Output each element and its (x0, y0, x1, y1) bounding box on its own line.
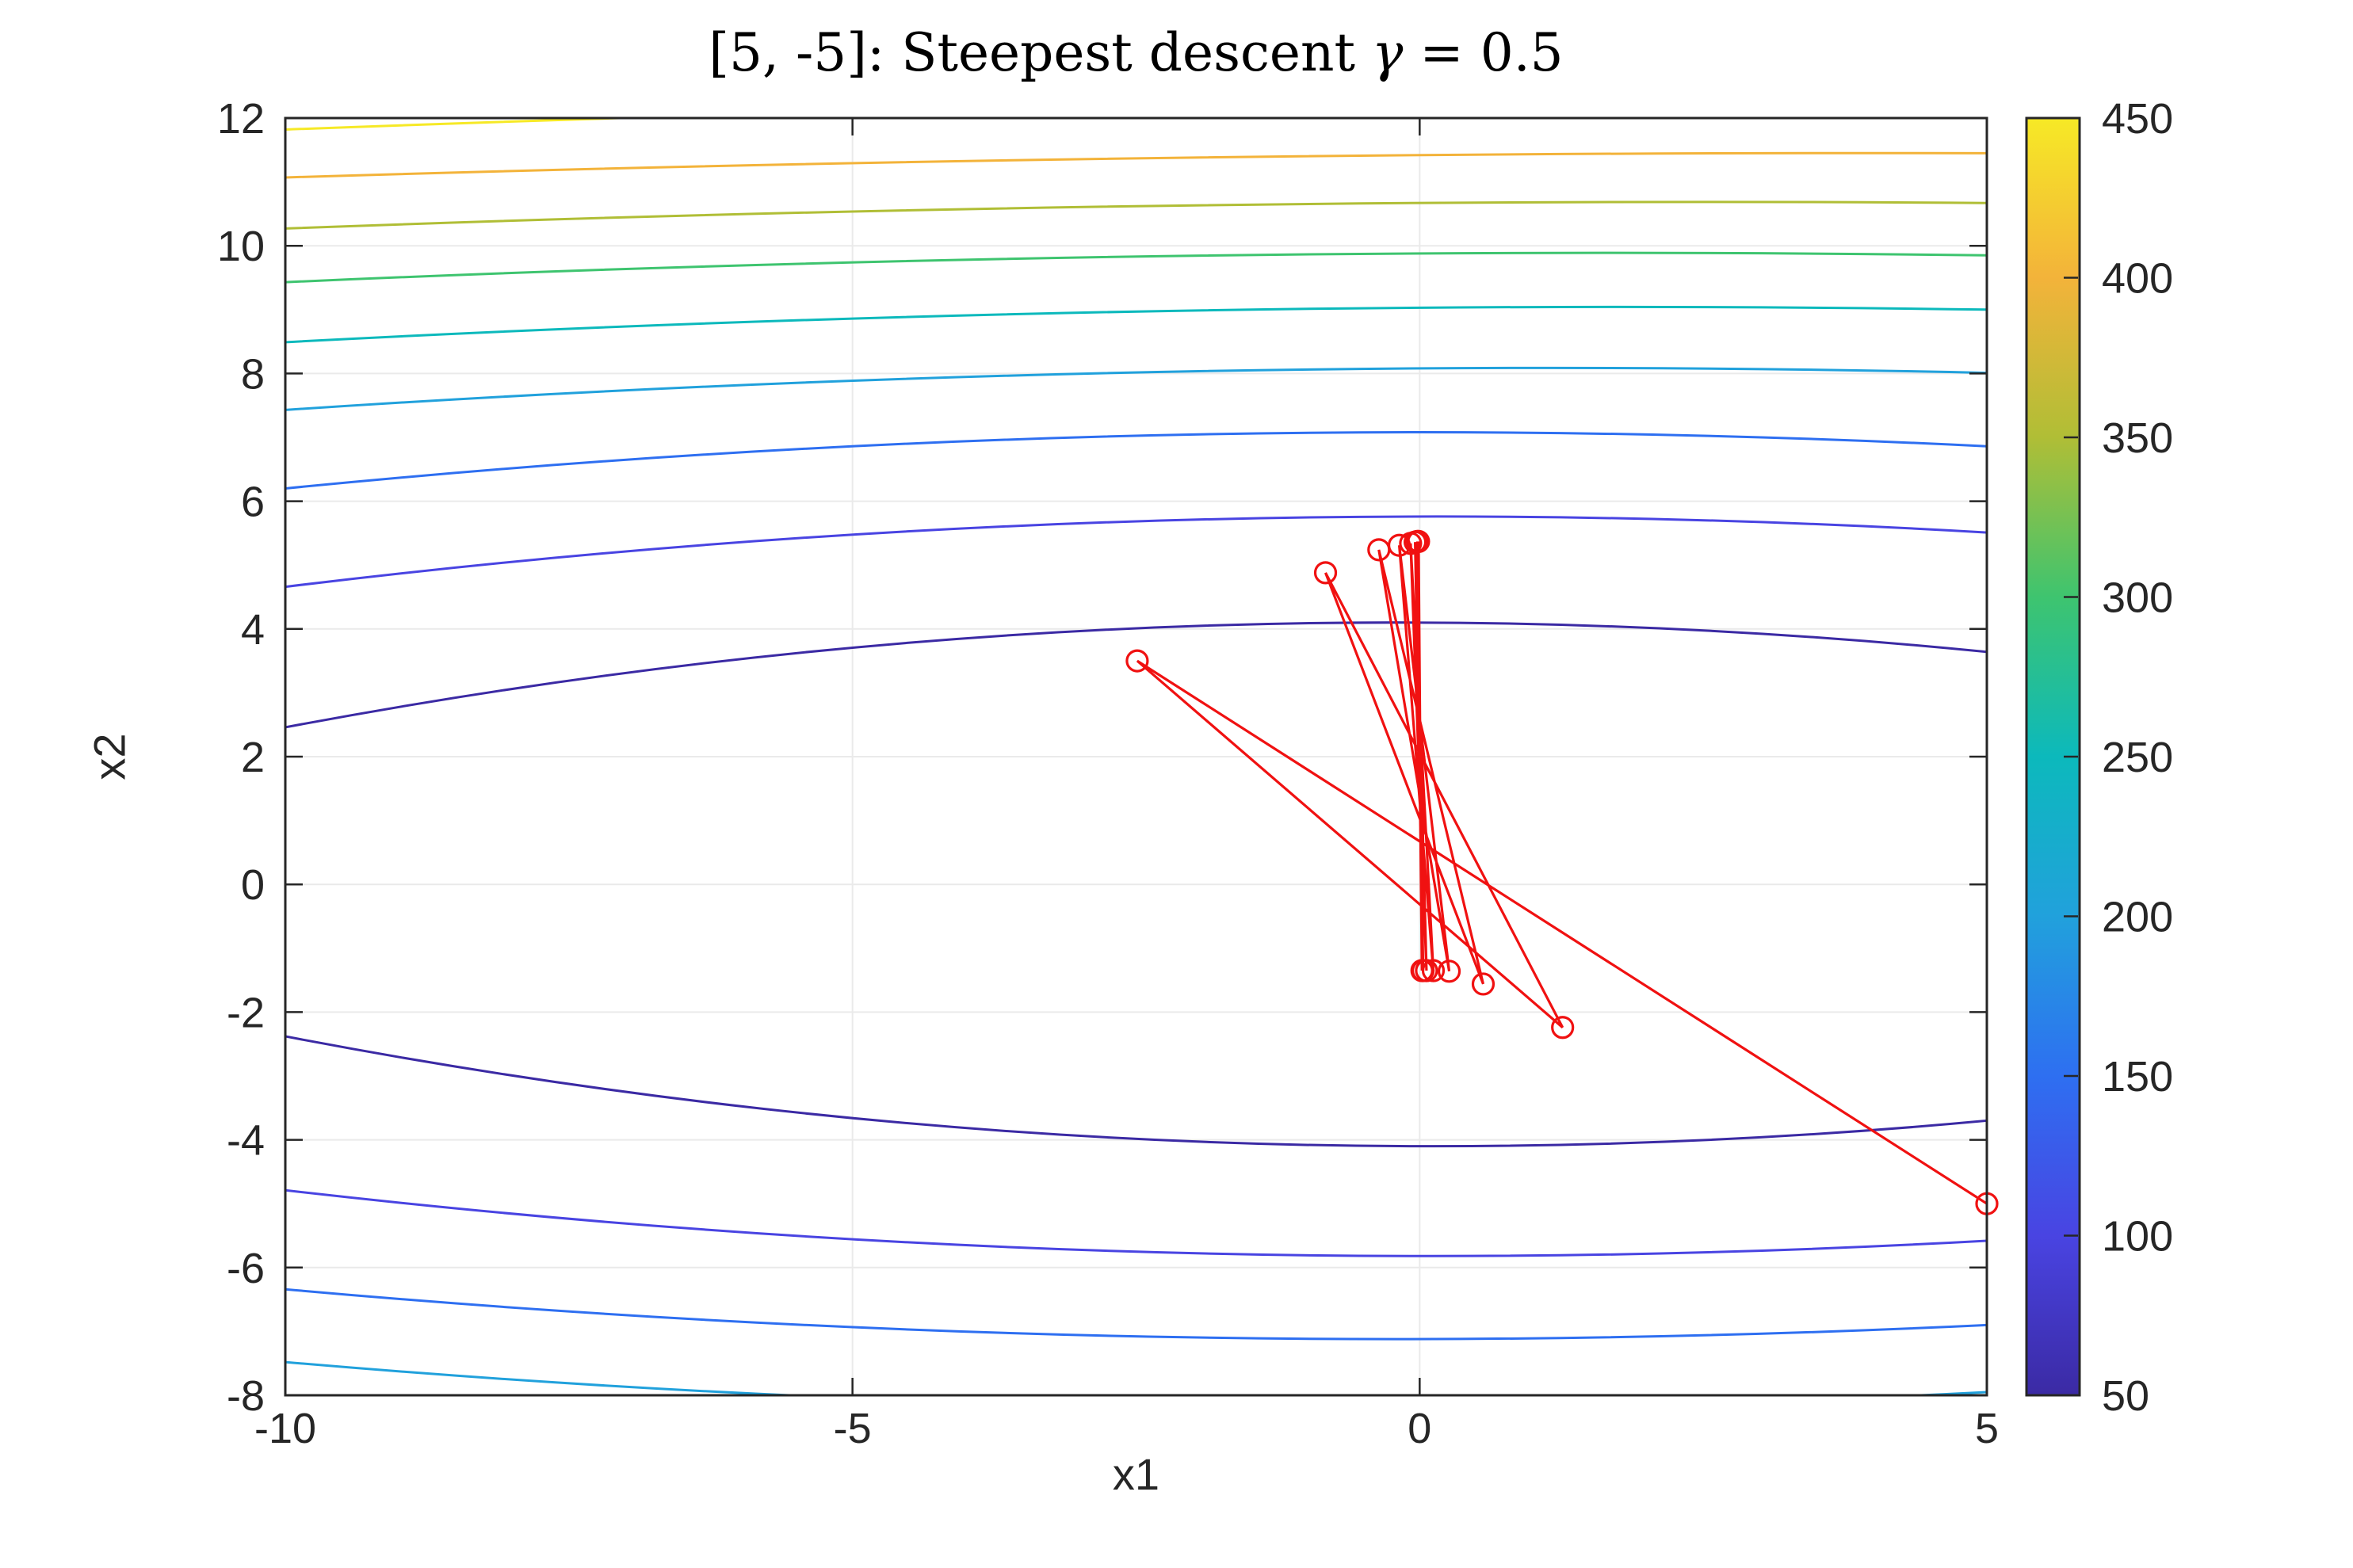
gamma-symbol: γ (1372, 22, 1404, 83)
contour-line-200-top (285, 366, 1987, 411)
chart-title: [5, -5]: Steepest descent γ = 0.5 (285, 22, 1987, 83)
descent-marker-14 (1410, 959, 1434, 982)
colorbar-border (2025, 116, 2081, 1397)
y-tick-label-12: 12 (217, 95, 265, 143)
y-tick-label--2: -2 (227, 989, 265, 1036)
contour-line-100-top (285, 515, 1987, 589)
descent-marker-1 (1125, 649, 1149, 673)
contour-line-150-bottom (285, 1288, 1987, 1341)
x-tick-label--10: -10 (254, 1405, 316, 1452)
chart-title-prefix: [5, -5]: Steepest descent (709, 22, 1372, 83)
y-tick-label-10: 10 (217, 223, 265, 270)
y-tick-label--6: -6 (227, 1245, 265, 1292)
y-axis-label: x2 (84, 733, 135, 780)
x-tick-label-5: 5 (1975, 1405, 1999, 1452)
contour-line-400-top (285, 151, 1987, 179)
descent-path (1136, 541, 1987, 1205)
colorbar-tick-label-450: 450 (2102, 95, 2173, 143)
descent-marker-8 (1421, 959, 1446, 982)
x-tick-label-0: 0 (1408, 1405, 1431, 1452)
contour-line-50-bottom (285, 1035, 1987, 1148)
colorbar-tick-label-100: 100 (2102, 1213, 2173, 1261)
descent-marker-15 (1407, 529, 1431, 553)
contour-line-350-top (285, 200, 1987, 230)
colorbar-tick-label-50: 50 (2102, 1372, 2149, 1420)
descent-marker-4 (1471, 972, 1495, 996)
chart-title-suffix: = 0.5 (1403, 22, 1564, 83)
y-tick-label-6: 6 (241, 479, 265, 526)
y-tick-label-2: 2 (241, 734, 265, 781)
descent-marker-3 (1313, 561, 1338, 585)
contour-line-50-top (285, 621, 1987, 729)
y-tick-label-4: 4 (241, 606, 265, 654)
y-tick-label-0: 0 (241, 861, 265, 909)
contour-line-150-top (285, 431, 1987, 490)
colorbar-tick-label-400: 400 (2102, 255, 2173, 303)
colorbar-tick-label-150: 150 (2102, 1053, 2173, 1101)
descent-marker-6 (1437, 959, 1461, 983)
contour-line-100-bottom (285, 1188, 1987, 1257)
contour-line-300-top (285, 251, 1987, 284)
y-tick-label--8: -8 (227, 1372, 265, 1420)
colorbar-tick-label-200: 200 (2102, 894, 2173, 941)
contour-line-250-top (285, 305, 1987, 344)
y-tick-label-8: 8 (241, 350, 265, 398)
y-tick-label--4: -4 (227, 1117, 265, 1165)
colorbar-tick-label-300: 300 (2102, 574, 2173, 622)
descent-marker-2 (1551, 1016, 1575, 1040)
contour-line-450-top (285, 118, 658, 132)
x-tick-label--5: -5 (834, 1405, 872, 1452)
contour-line-200-bottom (285, 1360, 1987, 1395)
colorbar-tick-label-250: 250 (2102, 734, 2173, 781)
colorbar-tick-label-350: 350 (2102, 414, 2173, 462)
x-axis-label: x1 (1112, 1449, 1160, 1499)
